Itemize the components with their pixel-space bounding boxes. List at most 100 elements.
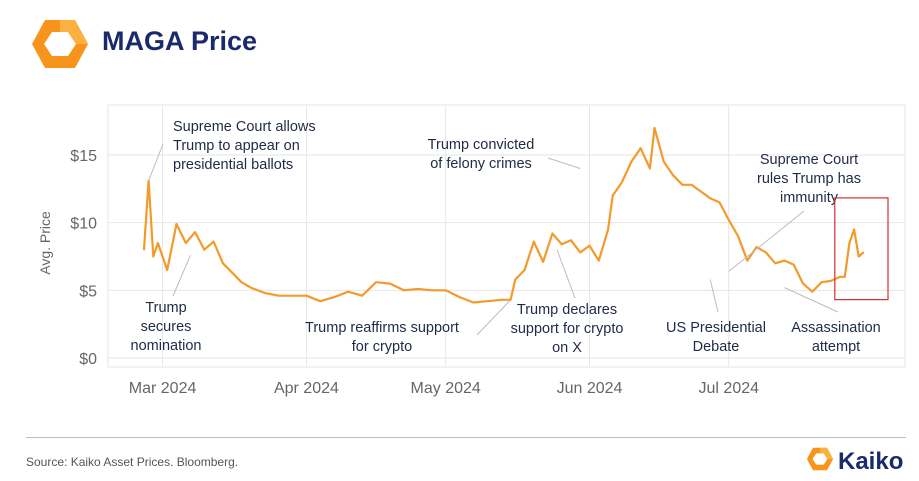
price-point [175,223,178,225]
annotation-leader [784,287,839,313]
annotation-leader [476,299,512,336]
y-tick-label: $10 [70,216,97,233]
kaiko-brand-name: Kaiko [838,448,904,475]
price-point [653,127,656,129]
annotation-line: Trump reaffirms support [305,320,459,336]
price-point [212,240,215,243]
price-point [157,242,159,244]
annotation-line: Trump declares [517,302,617,318]
price-point [783,259,786,262]
x-tick-label: Apr 2024 [274,380,339,397]
x-tick-label: Jul 2024 [699,380,760,397]
price-point [542,261,544,263]
plot-frame [107,104,906,368]
y-tick-label: $5 [79,283,97,300]
price-point [765,251,767,254]
annotation-label: Assassination attempt [791,320,880,355]
price-point [472,301,475,304]
assassination-highlight-box [834,197,889,301]
price-point [621,181,623,183]
price-point [862,251,865,254]
price-point [737,235,739,237]
annotation-line: presidential ballots [173,157,293,173]
price-point [839,276,841,278]
price-point [709,197,712,200]
annotation-leader [556,249,576,299]
annotation-label: Supreme Court allows Trump to appear on pr… [173,119,316,173]
annotation-line: Supreme Court [760,152,858,168]
x-tick-label: May 2024 [411,380,481,397]
price-point [560,243,563,246]
annotation-leader [547,157,581,170]
series-group [142,126,865,304]
price-point [857,255,860,258]
price-point [184,242,187,244]
price-point [417,288,419,290]
price-point [143,248,145,251]
price-point [792,263,795,266]
price-point [514,278,517,281]
annotation-line: of felony crimes [430,156,532,172]
price-point [830,280,832,282]
annotation-line: secures [141,319,192,335]
price-point [690,183,693,186]
logo-hexagon-inner [44,32,76,56]
price-point [639,147,642,150]
price-point [523,269,526,271]
annotation-line: rules Trump has [757,171,861,187]
logo-hexagon-accent [60,20,88,44]
price-point [755,246,758,248]
y-axis-label: Avg. Price [37,211,53,275]
y-tick-label: $15 [70,148,97,165]
price-point [249,286,252,289]
footer-divider [26,437,906,438]
price-point [361,294,363,297]
annotation-line: nomination [131,338,202,354]
price-point [570,239,572,242]
annotation-line: Trump [145,300,186,316]
price-point [486,300,489,302]
price-point [774,262,776,265]
price-point [853,228,855,231]
price-point [551,232,554,235]
price-point [347,290,350,293]
chart-grid [107,104,906,368]
x-axis-ticks: Mar 2024 Apr 2024 May 2024 Jun 2024 Jul 2024 [129,380,759,397]
price-point [727,219,730,221]
x-tick-label: Mar 2024 [129,380,197,397]
price-point [375,281,377,284]
annotation-line: US Presidential [666,320,766,336]
price-point [718,201,721,204]
x-tick-label: Jun 2024 [557,380,623,397]
price-point [598,259,600,262]
page-title: MAGA Price [102,26,258,56]
source-note: Source: Kaiko Asset Prices. Bloomberg. [26,455,239,469]
price-point [319,300,322,302]
annotation-line: Trump to appear on [173,138,300,154]
annotation-line: immunity [780,190,839,206]
price-series-line [142,126,865,304]
y-axis-ticks: $0 $5 $10 $15 [70,148,97,368]
annotation-line: Trump convicted [428,137,535,153]
price-point [444,289,447,292]
price-point [291,294,294,297]
price-point [649,167,651,170]
annotations-group: Supreme Court allows Trump to appear on pr… [131,119,881,356]
price-point [700,190,702,193]
price-point [681,183,684,186]
annotation-label: US Presidential Debate [666,320,766,355]
annotation-label: Trump reaffirms support for crypto [305,320,459,355]
price-point [305,294,308,297]
annotation-label: Trump secures nomination [131,300,202,354]
price-point [152,255,155,258]
price-point [333,296,336,298]
annotation-label: Trump convicted of felony crimes [428,137,535,172]
price-point [389,282,391,285]
price-point [240,281,243,284]
annotation-line: on X [552,340,582,356]
price-point [533,240,535,243]
y-tick-label: $0 [79,351,97,368]
price-point [194,231,196,233]
annotation-line: Debate [693,339,740,355]
annotation-line: support for crypto [511,321,624,337]
